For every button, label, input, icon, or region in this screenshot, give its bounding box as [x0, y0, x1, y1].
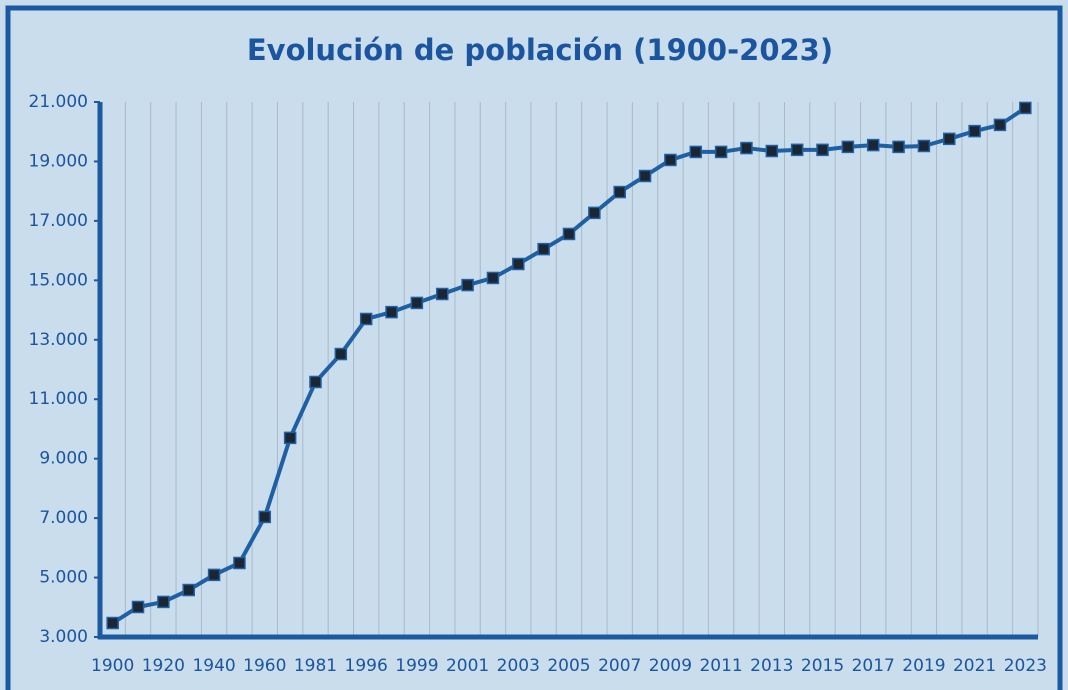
marker	[486, 271, 500, 285]
x-tick-label: 1996	[345, 656, 388, 676]
y-tick-label: 15.000	[29, 270, 88, 290]
x-tick-label: 2001	[446, 656, 489, 676]
marker	[917, 139, 931, 153]
x-tick-label: 1920	[142, 656, 185, 676]
x-tick-label: 2021	[953, 656, 996, 676]
x-tick-label: 1900	[91, 656, 134, 676]
marker	[740, 141, 753, 155]
marker	[131, 600, 145, 614]
marker	[207, 568, 221, 582]
x-tick-label: 2017	[852, 656, 895, 676]
marker	[689, 145, 703, 159]
marker	[588, 206, 601, 220]
y-tick-label: 19.000	[29, 151, 88, 171]
y-tick-label: 17.000	[29, 211, 88, 231]
x-tick-label: 2003	[497, 656, 540, 676]
x-tick-label: 2005	[547, 656, 590, 676]
marker	[435, 287, 449, 301]
x-tick-label: 2019	[902, 656, 945, 676]
marker	[968, 124, 981, 138]
marker	[613, 185, 626, 199]
marker	[816, 143, 829, 157]
y-tick-label: 7.000	[39, 508, 88, 528]
y-tick-label: 9.000	[39, 449, 88, 469]
y-tick-label: 21.000	[29, 92, 88, 112]
marker	[359, 312, 373, 326]
x-tick-label: 1981	[294, 656, 337, 676]
marker	[841, 140, 855, 154]
marker	[664, 153, 677, 167]
marker	[943, 132, 956, 146]
marker	[562, 227, 576, 241]
marker	[765, 144, 779, 158]
y-tick-label: 3.000	[39, 627, 88, 647]
marker	[892, 140, 905, 154]
x-tick-label: 2011	[699, 656, 742, 676]
marker	[182, 583, 195, 597]
y-tick-label: 11.000	[29, 389, 88, 409]
marker	[106, 616, 119, 630]
x-tick-label: 2007	[598, 656, 641, 676]
x-tick-label: 1940	[192, 656, 235, 676]
marker	[638, 169, 652, 183]
y-tick-label: 13.000	[29, 330, 88, 350]
marker	[410, 296, 424, 310]
marker	[258, 510, 272, 524]
marker	[461, 278, 474, 292]
x-tick-label: 1960	[243, 656, 286, 676]
x-tick-label: 1999	[395, 656, 438, 676]
marker	[233, 556, 246, 570]
marker	[993, 118, 1007, 132]
y-tick-label: 5.000	[39, 568, 88, 588]
x-tick-label: 2013	[750, 656, 793, 676]
marker	[537, 242, 550, 256]
x-tick-label: 2009	[649, 656, 692, 676]
marker	[714, 145, 728, 159]
chart-title: Evolución de población (1900-2023)	[247, 33, 833, 67]
marker	[283, 431, 297, 445]
marker	[334, 347, 348, 361]
marker	[790, 143, 804, 157]
x-tick-label: 2015	[801, 656, 844, 676]
marker	[309, 375, 322, 389]
marker	[512, 257, 525, 271]
marker	[157, 595, 170, 609]
marker	[866, 138, 880, 152]
x-tick-label: 2023	[1004, 656, 1047, 676]
marker	[385, 305, 398, 319]
frame	[5, 5, 1063, 690]
marker	[1019, 101, 1032, 115]
